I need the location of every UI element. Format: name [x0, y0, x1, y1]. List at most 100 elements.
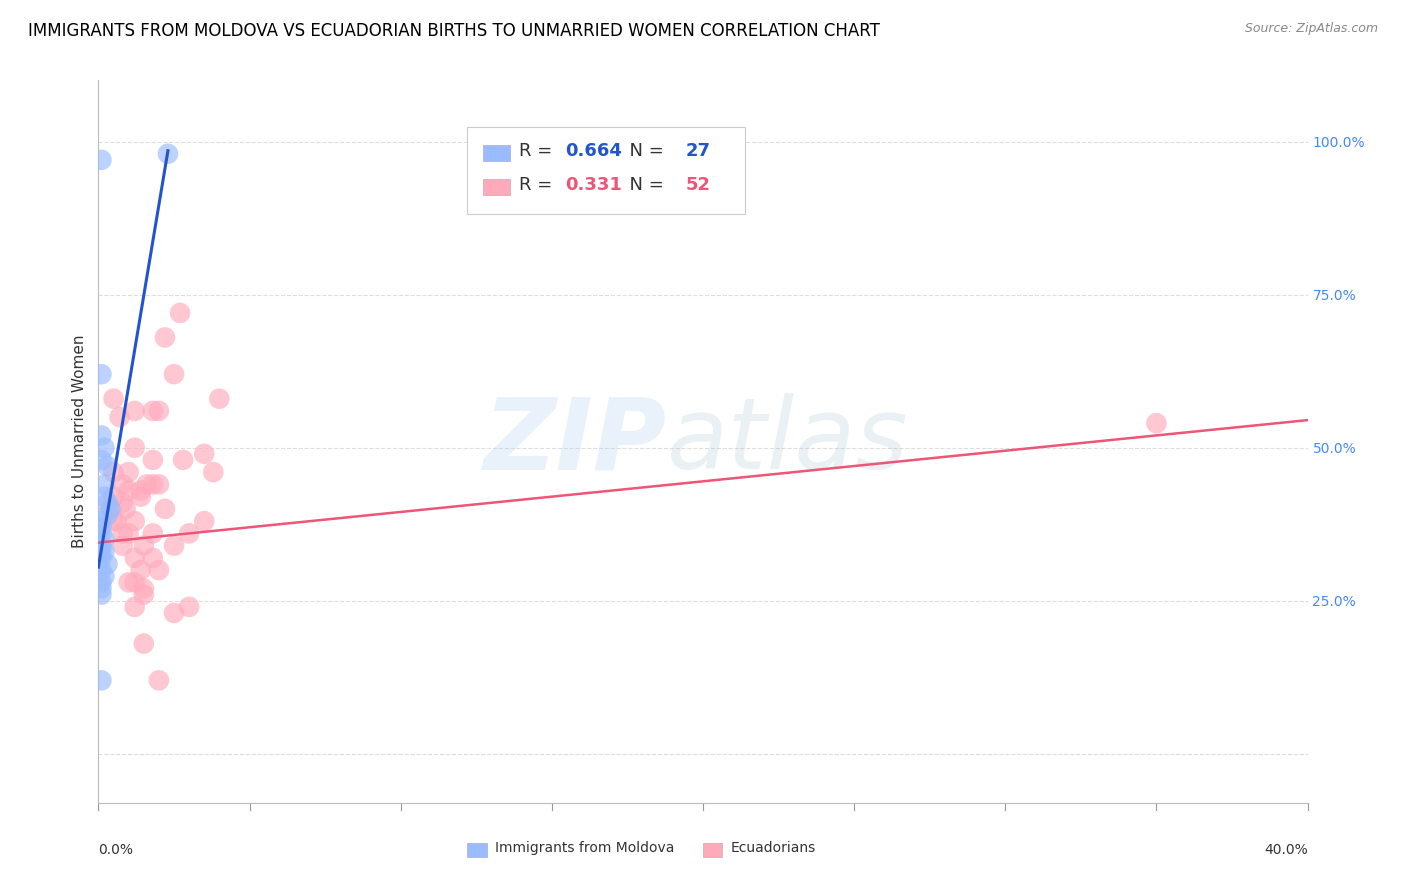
Point — [129, 490, 152, 504]
Text: 27: 27 — [686, 142, 711, 160]
Point — [169, 306, 191, 320]
Point — [124, 550, 146, 565]
Point — [118, 575, 141, 590]
FancyBboxPatch shape — [703, 843, 723, 857]
Point — [124, 441, 146, 455]
Point — [93, 545, 115, 559]
Point — [108, 410, 131, 425]
Point — [148, 404, 170, 418]
Point — [179, 526, 201, 541]
Point — [90, 673, 112, 688]
Point — [124, 514, 146, 528]
Point — [118, 483, 141, 498]
Point — [90, 428, 112, 442]
Point — [179, 599, 201, 614]
Text: Source: ZipAtlas.com: Source: ZipAtlas.com — [1244, 22, 1378, 36]
Point — [90, 550, 112, 565]
Text: 0.0%: 0.0% — [98, 843, 134, 856]
Text: Immigrants from Moldova: Immigrants from Moldova — [495, 841, 675, 855]
Point — [96, 458, 118, 473]
Point — [96, 508, 118, 522]
Point — [124, 575, 146, 590]
Point — [202, 465, 225, 479]
Text: 0.664: 0.664 — [565, 142, 621, 160]
Point — [90, 588, 112, 602]
Point — [129, 483, 152, 498]
Point — [100, 502, 122, 516]
Text: N =: N = — [619, 176, 669, 194]
Text: 52: 52 — [686, 176, 711, 194]
Point — [142, 477, 165, 491]
Point — [90, 153, 112, 167]
Point — [135, 477, 157, 491]
Point — [93, 533, 115, 547]
Point — [142, 550, 165, 565]
Point — [90, 453, 112, 467]
Point — [172, 453, 194, 467]
Point — [142, 526, 165, 541]
FancyBboxPatch shape — [467, 128, 745, 214]
Text: Ecuadorians: Ecuadorians — [731, 841, 815, 855]
Point — [132, 588, 155, 602]
Point — [132, 637, 155, 651]
Point — [90, 582, 112, 596]
Point — [153, 330, 176, 344]
Point — [148, 563, 170, 577]
Text: ZIP: ZIP — [484, 393, 666, 490]
Point — [93, 477, 115, 491]
Text: 0.331: 0.331 — [565, 176, 621, 194]
Point — [90, 545, 112, 559]
Point — [96, 557, 118, 571]
Point — [193, 514, 215, 528]
Point — [93, 569, 115, 583]
Point — [90, 575, 112, 590]
Point — [103, 392, 125, 406]
Point — [103, 465, 125, 479]
Point — [111, 496, 134, 510]
Point — [142, 404, 165, 418]
Text: N =: N = — [619, 142, 669, 160]
Y-axis label: Births to Unmarried Women: Births to Unmarried Women — [72, 334, 87, 549]
Point — [90, 563, 112, 577]
Point — [105, 514, 128, 528]
Point — [148, 477, 170, 491]
Point — [208, 392, 231, 406]
Point — [103, 514, 125, 528]
Text: 40.0%: 40.0% — [1264, 843, 1308, 856]
Text: R =: R = — [519, 142, 558, 160]
Point — [156, 146, 179, 161]
Text: atlas: atlas — [666, 393, 908, 490]
Point — [111, 477, 134, 491]
Point — [132, 539, 155, 553]
Text: IMMIGRANTS FROM MOLDOVA VS ECUADORIAN BIRTHS TO UNMARRIED WOMEN CORRELATION CHAR: IMMIGRANTS FROM MOLDOVA VS ECUADORIAN BI… — [28, 22, 880, 40]
Point — [153, 502, 176, 516]
Point — [148, 673, 170, 688]
Point — [124, 404, 146, 418]
Point — [111, 526, 134, 541]
Point — [193, 447, 215, 461]
FancyBboxPatch shape — [467, 843, 486, 857]
Point — [163, 606, 186, 620]
Point — [163, 367, 186, 381]
Point — [142, 453, 165, 467]
Point — [111, 539, 134, 553]
FancyBboxPatch shape — [482, 145, 509, 161]
Point — [93, 441, 115, 455]
Point — [132, 582, 155, 596]
Text: R =: R = — [519, 176, 558, 194]
Point — [90, 539, 112, 553]
Point — [90, 514, 112, 528]
Point — [90, 520, 112, 534]
Point — [118, 526, 141, 541]
Point — [124, 599, 146, 614]
Point — [93, 490, 115, 504]
Point — [103, 490, 125, 504]
Point — [96, 496, 118, 510]
Point — [129, 563, 152, 577]
Point — [163, 539, 186, 553]
Point — [90, 526, 112, 541]
Point — [114, 502, 136, 516]
FancyBboxPatch shape — [482, 179, 509, 195]
Point — [90, 367, 112, 381]
Point — [1144, 416, 1167, 430]
